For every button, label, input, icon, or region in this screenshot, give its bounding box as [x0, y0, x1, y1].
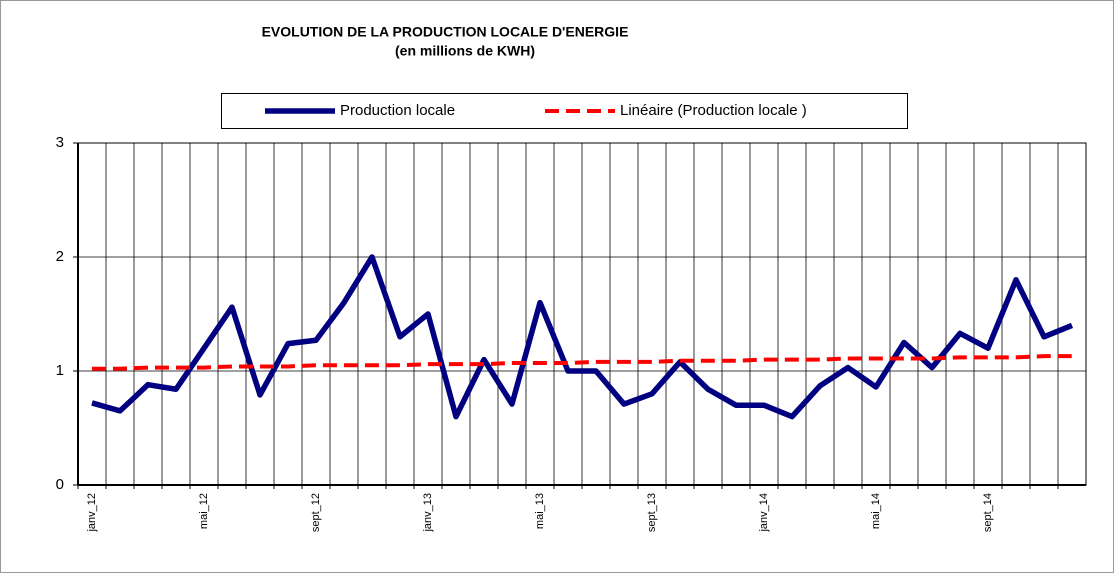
x-tick-label: mai_13 — [534, 493, 546, 529]
chart-subtitle: (en millions de KWH) — [395, 43, 535, 59]
x-tick-label: sept_12 — [310, 493, 322, 532]
x-tick-label: sept_13 — [646, 493, 658, 532]
y-tick-label: 3 — [56, 134, 64, 151]
trend-line — [92, 354, 1072, 371]
x-tick-label: janv_13 — [422, 493, 434, 533]
legend-label: Production locale — [340, 102, 455, 119]
series-line — [91, 254, 1074, 420]
x-tick-label: mai_14 — [870, 493, 882, 529]
y-tick-label: 2 — [56, 248, 64, 265]
x-tick-label: janv_12 — [86, 493, 98, 533]
chart-title: EVOLUTION DE LA PRODUCTION LOCALE D'ENER… — [262, 24, 629, 40]
legend-box — [221, 93, 908, 129]
legend-label: Linéaire (Production locale ) — [620, 102, 807, 119]
x-tick-label: mai_12 — [198, 493, 210, 529]
y-tick-label: 1 — [56, 362, 64, 379]
x-tick-label: janv_14 — [758, 493, 770, 533]
x-tick-label: sept_14 — [982, 493, 994, 532]
y-tick-label: 0 — [56, 476, 64, 493]
